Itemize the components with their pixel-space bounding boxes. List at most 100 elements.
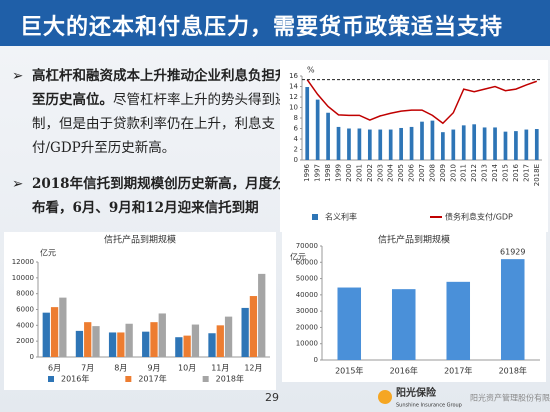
x-tick-label: 8月 [114,364,127,373]
y-tick-label: 12 [289,93,298,101]
bar [142,331,150,357]
x-tick-label: 2006 [408,163,416,181]
bar [367,129,372,160]
unit-label: 亿元 [40,248,56,258]
bullet: ➢ 高杠杆和融资成本上升推动企业利息负担升至历史高位。尽管杠杆率上升的势头得到遏制… [12,68,289,156]
value-label: 61929 [500,248,525,257]
bar [446,281,471,360]
bar [117,332,125,357]
bar [441,132,445,160]
x-tick-label: 12月 [244,364,262,373]
y-tick-label: 0 [30,353,34,361]
bar [224,316,233,357]
x-tick-label: 2005 [397,164,405,182]
legend-label: 名义利率 [325,212,357,222]
logo: 阳光保险 [396,386,437,399]
x-tick-label: 9月 [147,364,160,373]
y-tick-label: 6000 [16,306,34,314]
bar [208,333,216,357]
x-tick-label: 2018E [533,164,541,186]
y-tick-label: 10 [289,104,298,112]
x-tick-label: 6月 [48,364,61,373]
bar [125,323,133,357]
bar [150,322,158,357]
x-tick-label: 2000 [345,164,353,182]
x-tick-label: 2003 [376,164,384,182]
y-tick-label: 30000 [296,307,318,315]
x-tick-label: 2012 [470,164,478,182]
bar [336,126,341,160]
x-tick-label: 1998 [324,164,332,182]
bar [493,127,497,160]
legend-label: 2018年 [216,374,244,384]
legend-label: 2016年 [61,374,89,384]
bar [524,129,529,160]
company: 阳光资产管理股份有限公司 [470,393,550,403]
y-tick-label: 4 [294,135,299,143]
chart-title: 信托产品到期规模 [104,234,176,246]
bar [175,337,183,357]
x-tick-label: 2008 [428,164,436,182]
x-tick-label: 7月 [81,364,94,373]
bullet-text: 尽管杠杆率上升的势头得到遏制，但是由于贷款利率仍在上升，利息支付/GDP升至历史… [32,92,289,156]
bar [75,330,84,357]
logo-en: Sunshine Insurance Group [396,403,462,409]
x-tick-label: 2007 [418,164,426,182]
bar [183,335,191,357]
x-tick-label: 11月 [211,364,229,373]
bar [391,289,416,360]
bar [337,287,362,360]
y-tick-label: 4000 [16,321,34,329]
line [306,79,538,125]
y-tick-label: 2 [294,146,298,154]
x-tick-label: 2014 [491,163,499,181]
bar [430,120,435,160]
chart-card [280,60,548,232]
legend-label: 债务利息支付/GDP [445,212,513,222]
y-tick-label: 0 [314,356,318,364]
bar [472,124,477,160]
bar [249,296,258,357]
bar [216,325,224,357]
x-tick-label: 2016 [512,163,520,181]
bullet: ➢ 2018年信托到期规模创历史新高，月度分布看，6月、9月和12月迎来信托到期 [12,176,286,216]
bar [108,332,117,357]
bar [500,259,525,360]
y-tick-label: 20000 [296,323,318,331]
legend-swatch [312,214,318,220]
x-tick-label: 2013 [481,164,489,182]
y-tick-label: 16 [289,72,298,80]
y-tick-label: 10000 [296,340,318,348]
bar [347,128,351,160]
bar [158,313,166,357]
x-tick-label: 2018年 [499,366,527,376]
bar [420,121,424,160]
y-tick-label: 8000 [16,290,34,298]
slide-title: 巨大的还本和付息压力，需要货币政策适当支持 [20,14,504,40]
bar [50,307,59,357]
bar [482,127,487,160]
x-tick-label: 2009 [439,164,447,182]
x-tick-label: 1999 [335,164,343,182]
x-tick-label: 2016年 [390,366,418,376]
bar [305,87,310,160]
chart-title: 信托产品到期规模 [378,234,450,246]
bar [92,326,100,357]
x-tick-label: 2017 [522,164,530,182]
bar [451,129,456,160]
bar [514,131,518,160]
legend-swatch [125,376,132,382]
bullet-bold: 2018年信托到期规模创历史新高，月度分布看，6月、9月和12月迎来信托到期 [32,176,286,216]
bar [357,128,362,160]
y-tick-label: 6 [294,125,299,133]
bullet-bold: 高杠杆和融资成本上升推动企业利息负担升至历史高位。 [32,68,289,108]
bar [315,99,320,160]
bar [59,297,67,357]
x-tick-label: 2002 [366,164,374,182]
x-tick-label: 2001 [355,164,363,182]
y-tick-label: 14 [289,83,298,91]
y-tick-label: 50000 [296,275,318,283]
x-tick-label: 2017年 [444,366,472,376]
